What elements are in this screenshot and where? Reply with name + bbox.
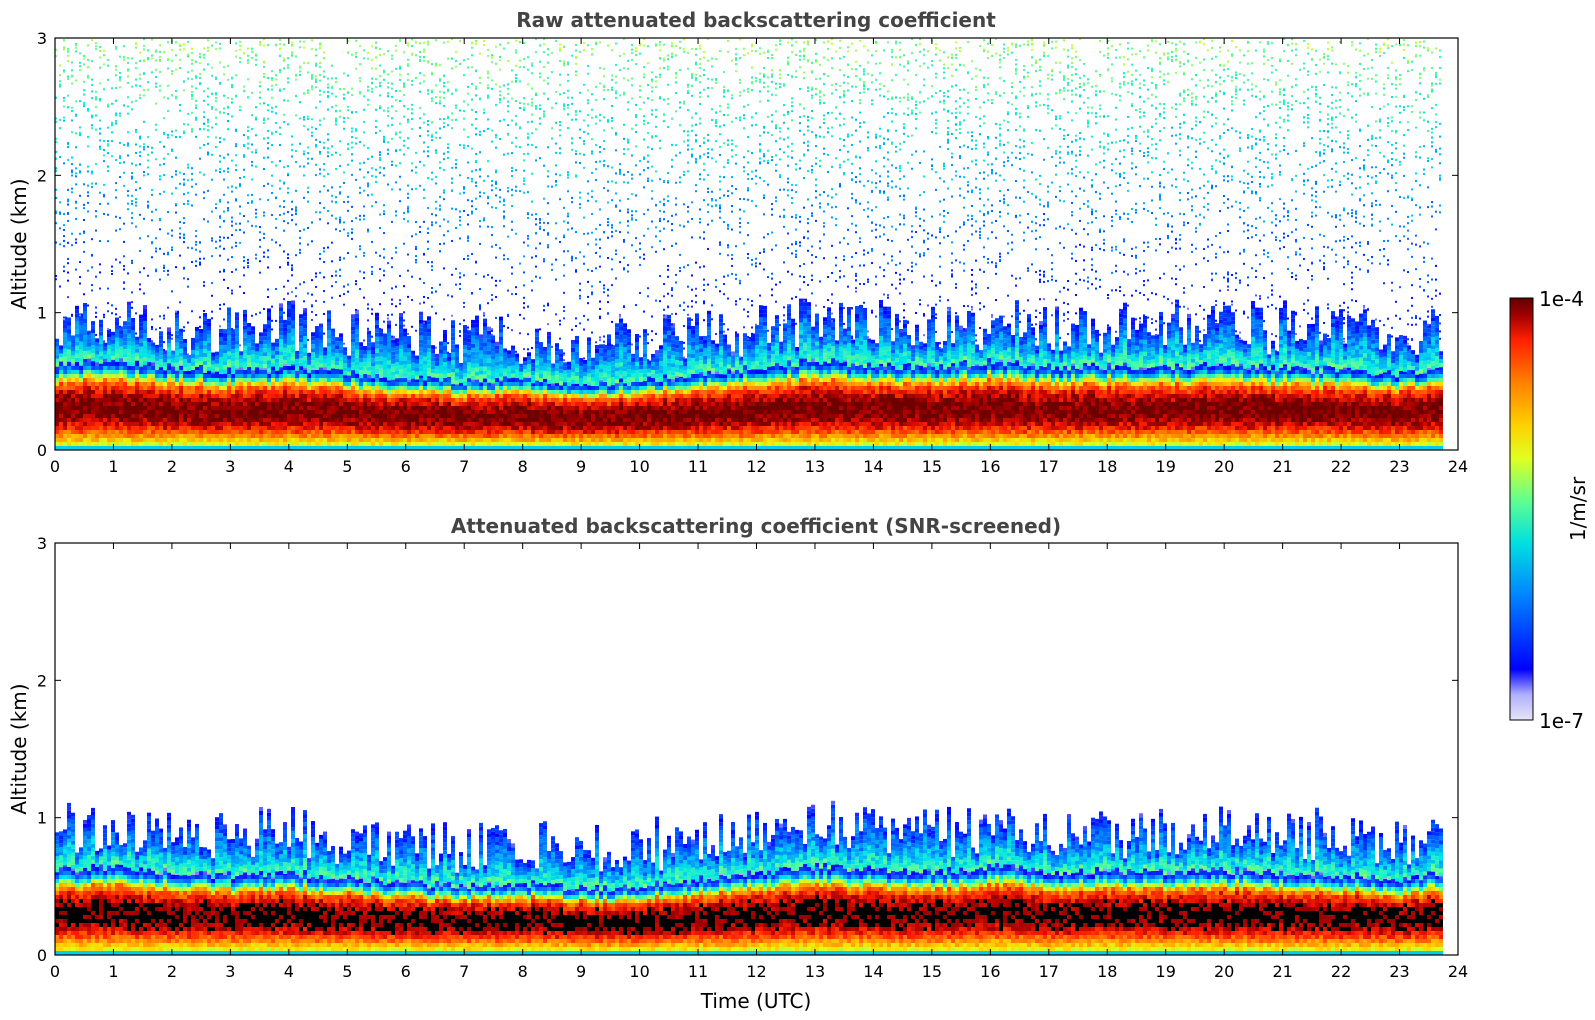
x-tick-label: 4 <box>284 457 294 476</box>
x-tick-label: 24 <box>1448 962 1468 981</box>
x-tick-label: 4 <box>284 962 294 981</box>
colorbar: 1e-4 1e-7 1/m/sr <box>1509 287 1590 733</box>
panel2-title: Attenuated backscattering coefficient (S… <box>451 514 1061 538</box>
x-tick-label: 11 <box>688 457 708 476</box>
colorbar-unit-label: 1/m/sr <box>1566 476 1590 541</box>
x-tick-label: 12 <box>746 457 766 476</box>
y-tick-label: 2 <box>37 671 47 690</box>
x-tick-label: 22 <box>1331 457 1351 476</box>
x-tick-label: 2 <box>167 457 177 476</box>
x-tick-label: 1 <box>108 457 118 476</box>
x-tick-label: 18 <box>1097 962 1117 981</box>
x-tick-label: 16 <box>980 962 1000 981</box>
x-tick-label: 13 <box>805 457 825 476</box>
x-tick-label: 19 <box>1156 962 1176 981</box>
x-tick-label: 20 <box>1214 962 1234 981</box>
y-tick-label: 1 <box>37 809 47 828</box>
colorbar-min-label: 1e-7 <box>1539 709 1584 733</box>
x-tick-label: 23 <box>1389 962 1409 981</box>
x-tick-label: 14 <box>863 962 883 981</box>
x-tick-label: 24 <box>1448 457 1468 476</box>
x-tick-label: 22 <box>1331 962 1351 981</box>
x-tick-label: 1 <box>108 962 118 981</box>
x-tick-label: 3 <box>225 457 235 476</box>
x-tick-label: 7 <box>459 962 469 981</box>
x-tick-label: 18 <box>1097 457 1117 476</box>
x-tick-label: 23 <box>1389 457 1409 476</box>
panel1-axes: 0 1 2 3 4 5 6 7 8 9 10 11 12 13 14 15 16 17 18 19 20 21 22 23 24… <box>37 29 1468 476</box>
x-tick-label: 16 <box>980 457 1000 476</box>
panel2-heatmap <box>55 800 1443 955</box>
x-tick-label: 8 <box>518 457 528 476</box>
x-tick-label: 9 <box>576 962 586 981</box>
x-tick-label: 5 <box>342 457 352 476</box>
x-tick-label: 15 <box>922 962 942 981</box>
x-tick-label: 10 <box>629 962 649 981</box>
x-tick-label: 14 <box>863 457 883 476</box>
x-tick-label: 2 <box>167 962 177 981</box>
y-tick-label: 0 <box>37 946 47 965</box>
x-tick-label: 0 <box>50 962 60 981</box>
panel2-xlabel: Time (UTC) <box>700 989 812 1013</box>
x-tick-label: 6 <box>401 457 411 476</box>
y-tick-label: 3 <box>37 534 47 553</box>
x-tick-label: 8 <box>518 962 528 981</box>
x-tick-label: 3 <box>225 962 235 981</box>
y-tick-label: 0 <box>37 441 47 460</box>
x-tick-label: 6 <box>401 962 411 981</box>
panel1-heatmap <box>55 38 1443 450</box>
y-tick-label: 3 <box>37 29 47 48</box>
x-tick-label: 11 <box>688 962 708 981</box>
x-tick-label: 9 <box>576 457 586 476</box>
x-tick-label: 12 <box>746 962 766 981</box>
x-tick-label: 21 <box>1272 457 1292 476</box>
x-tick-label: 17 <box>1039 962 1059 981</box>
panel2-axes: 0 1 2 3 4 5 6 7 8 9 10 11 12 13 14 15 16 17 18 19 20 21 22 23 24… <box>37 534 1468 981</box>
x-tick-label: 19 <box>1156 457 1176 476</box>
x-tick-label: 21 <box>1272 962 1292 981</box>
x-tick-label: 13 <box>805 962 825 981</box>
panel1-title: Raw attenuated backscattering coefficien… <box>516 8 996 32</box>
x-tick-label: 7 <box>459 457 469 476</box>
x-tick-label: 5 <box>342 962 352 981</box>
x-tick-label: 17 <box>1039 457 1059 476</box>
x-tick-label: 0 <box>50 457 60 476</box>
y-tick-label: 2 <box>37 166 47 185</box>
x-tick-label: 10 <box>629 457 649 476</box>
x-tick-label: 20 <box>1214 457 1234 476</box>
y-tick-label: 1 <box>37 304 47 323</box>
colorbar-gradient <box>1509 297 1534 721</box>
panel1-ylabel: Altitude (km) <box>7 178 31 309</box>
colorbar-max-label: 1e-4 <box>1539 287 1584 311</box>
panel2-ylabel: Altitude (km) <box>7 683 31 814</box>
x-tick-label: 15 <box>922 457 942 476</box>
